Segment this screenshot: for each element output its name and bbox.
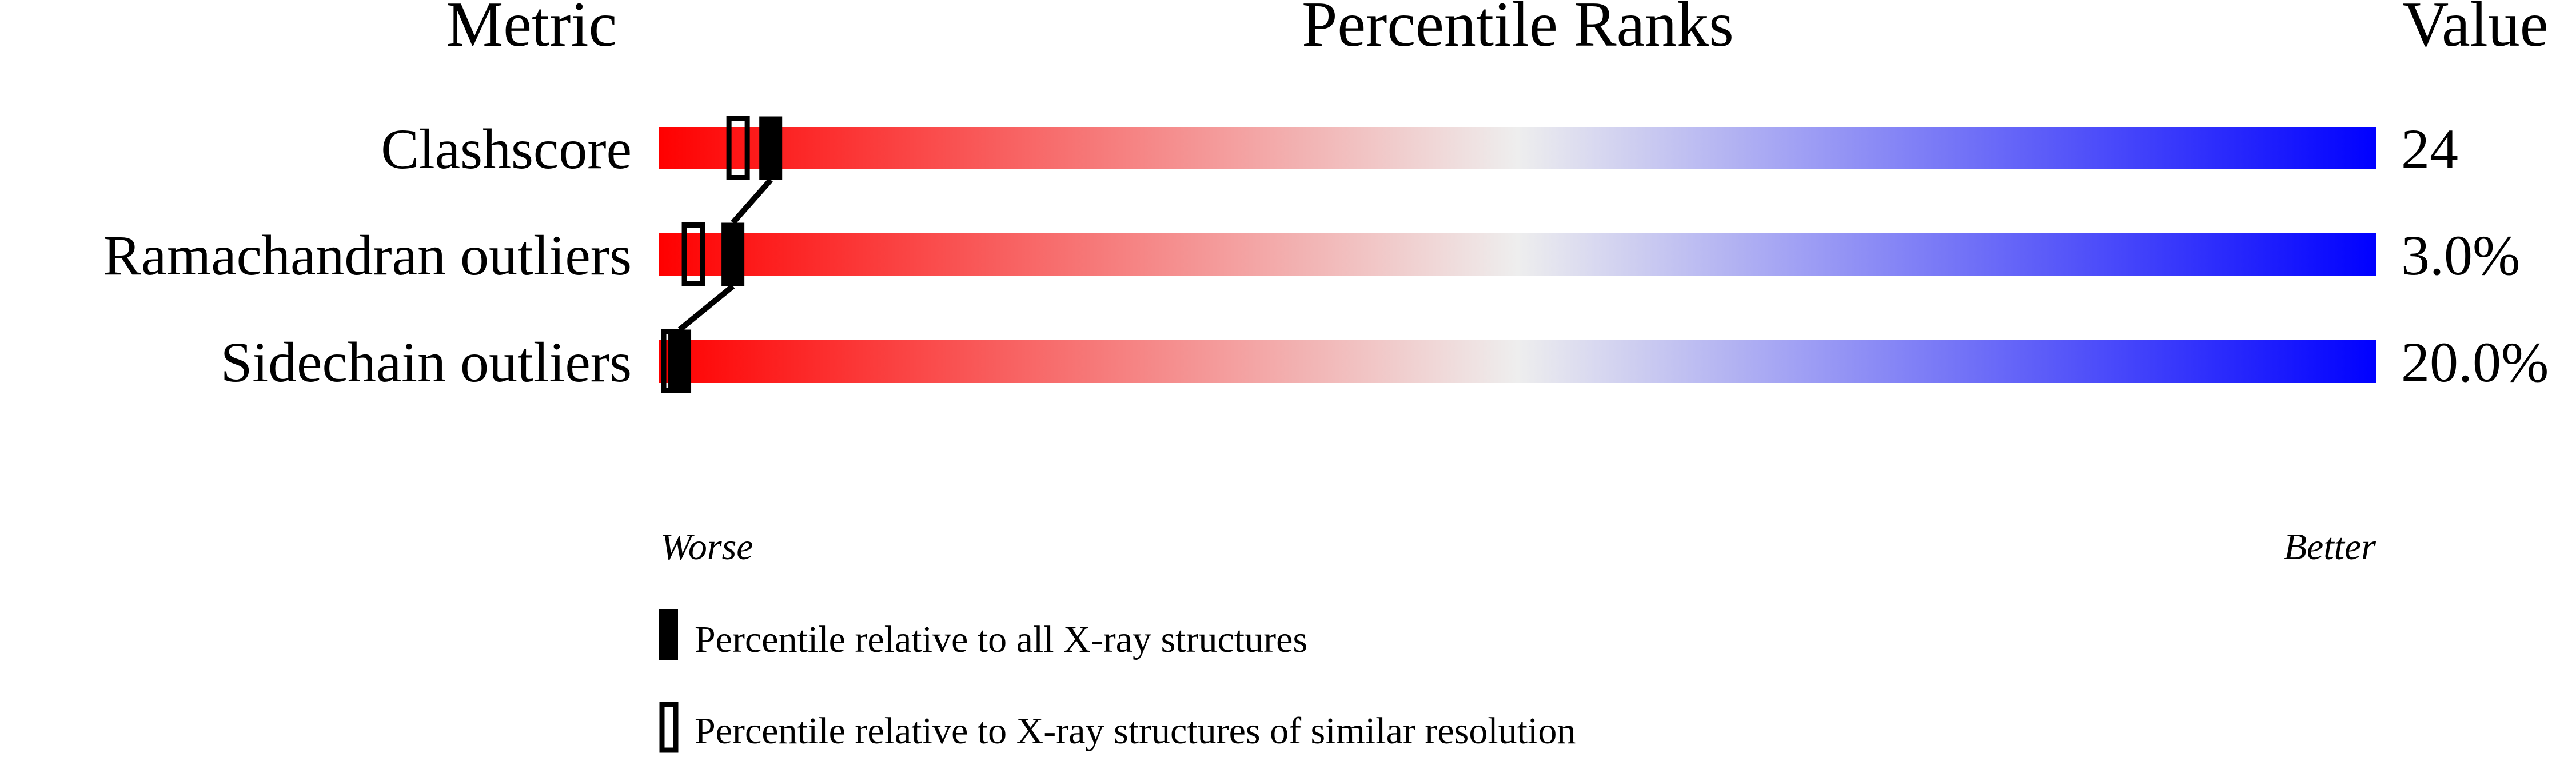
metric-label: Sidechain outliers — [221, 330, 632, 394]
percentile-bar — [659, 340, 2376, 383]
similar-resolution-marker — [681, 222, 705, 286]
header-value: Value — [2402, 0, 2548, 60]
legend-open-marker — [659, 702, 679, 753]
metric-label: Clashscore — [381, 117, 632, 181]
connector-line — [677, 284, 735, 332]
legend-similar-label: Percentile relative to X-ray structures … — [695, 710, 1576, 752]
legend: Percentile relative to all X-ray structu… — [659, 609, 1576, 753]
similar-resolution-marker — [726, 116, 750, 180]
axis-better-label: Better — [2284, 526, 2376, 568]
all-structures-marker — [721, 222, 745, 286]
percentile-bar — [659, 127, 2376, 169]
header-percentile-ranks: Percentile Ranks — [1302, 0, 1734, 60]
all-structures-marker — [668, 329, 692, 393]
axis-worse-label: Worse — [660, 526, 753, 568]
legend-all-label: Percentile relative to all X-ray structu… — [695, 619, 1307, 660]
metric-value: 24 — [2401, 117, 2458, 181]
all-structures-marker — [759, 116, 783, 180]
percentile-bar — [659, 233, 2376, 276]
legend-filled-marker — [659, 609, 678, 660]
connector-line — [731, 178, 773, 225]
metric-value: 20.0% — [2401, 330, 2549, 394]
metric-value: 3.0% — [2401, 224, 2520, 287]
header-metric: Metric — [446, 0, 617, 60]
metric-label: Ramachandran outliers — [103, 224, 632, 287]
